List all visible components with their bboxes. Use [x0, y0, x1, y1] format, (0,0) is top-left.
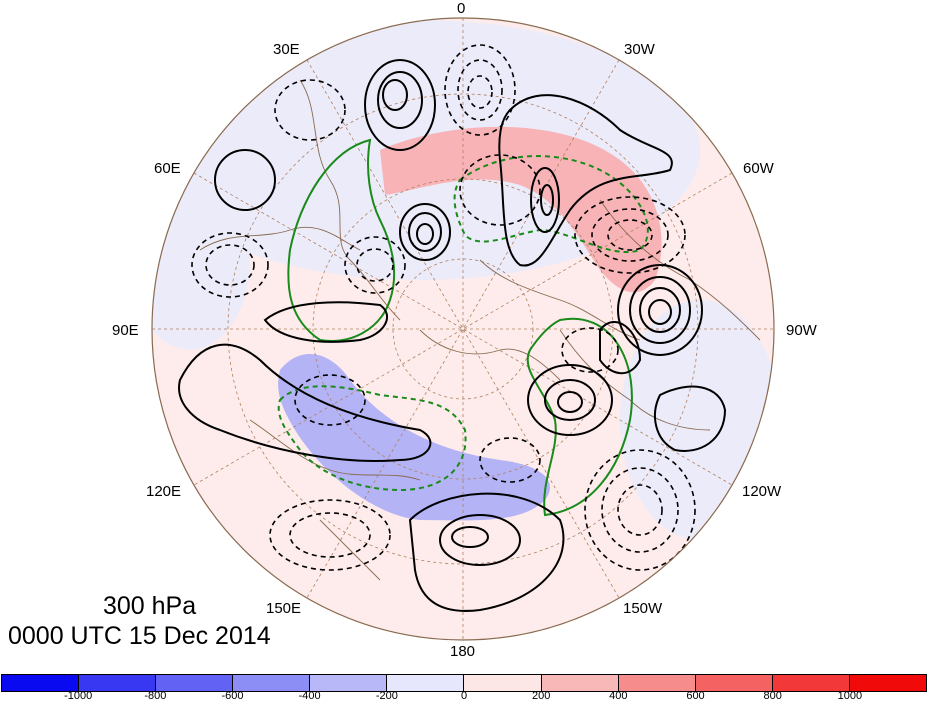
- colorbar-swatch: [694, 675, 772, 691]
- colorbar-tick-label: -1000: [64, 690, 93, 702]
- longitude-label-90w: 90W: [786, 322, 817, 339]
- longitude-label-150w: 150W: [623, 600, 663, 617]
- colorbar-swatch: [1, 675, 79, 691]
- negative-background-region: [152, 170, 250, 350]
- longitude-label-90e: 90E: [112, 322, 139, 339]
- longitude-label-120w: 120W: [742, 483, 782, 500]
- colorbar-swatch: [617, 675, 695, 691]
- colorbar-tick-label: -200: [375, 690, 398, 702]
- longitude-label-30e: 30E: [273, 41, 300, 58]
- colorbar-swatch: [848, 675, 927, 691]
- colorbar-tick-label: -800: [144, 690, 167, 702]
- longitude-label-30w: 30W: [624, 41, 655, 58]
- longitude-label-0: 0: [457, 0, 466, 17]
- negative-contours: [191, 44, 696, 571]
- longitude-label-180: 180: [450, 643, 476, 660]
- colorbar-swatch: [540, 675, 618, 691]
- colorbar-tick-label: 200: [531, 690, 551, 702]
- longitude-label-60w: 60W: [743, 160, 774, 177]
- colorbar-swatch: [232, 675, 310, 691]
- valid-time-label: 0000 UTC 15 Dec 2014: [8, 622, 271, 650]
- pressure-level-label: 300 hPa: [103, 592, 197, 620]
- polar-map: [151, 17, 775, 641]
- longitude-label-120e: 120E: [146, 483, 182, 500]
- colorbar-swatch: [771, 675, 849, 691]
- colorbar: [1, 674, 927, 692]
- colorbar-swatch: [386, 675, 464, 691]
- map-boundary: [151, 17, 775, 641]
- colorbar-tick-label: 400: [609, 690, 628, 702]
- colorbar-swatch: [309, 675, 387, 691]
- colorbar-tick-label: -600: [221, 690, 244, 702]
- coastlines: [199, 79, 761, 581]
- colorbar-swatch: [463, 675, 541, 691]
- negative-shading-band: [278, 353, 550, 521]
- colorbar-tick-label: 1000: [837, 690, 863, 702]
- positive-contours: [178, 59, 727, 612]
- longitude-label-60e: 60E: [154, 160, 181, 177]
- colorbar-tick-label: 0: [460, 690, 468, 702]
- colorbar-tick-label: 800: [763, 690, 782, 702]
- colorbar-tick-label: -400: [298, 690, 321, 702]
- colorbar-swatch: [155, 675, 233, 691]
- colorbar-tick-label: 600: [686, 690, 705, 702]
- colorbar-swatch: [78, 675, 156, 691]
- longitude-label-150e: 150E: [266, 600, 302, 617]
